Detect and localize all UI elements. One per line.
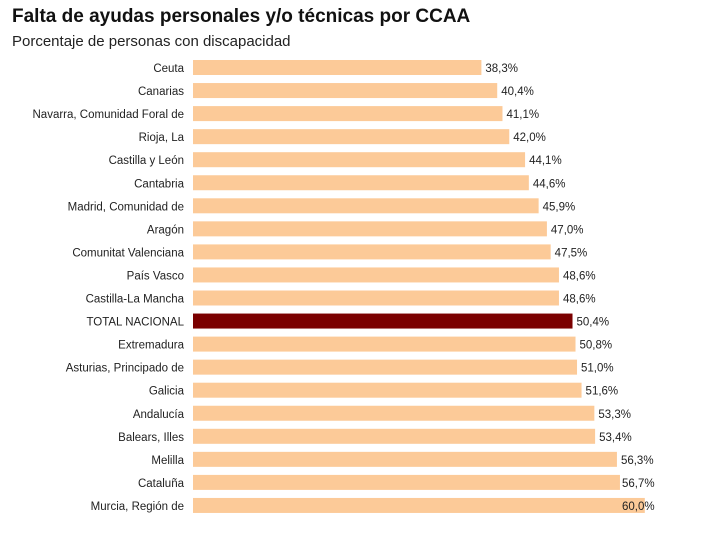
value-label: 56,7% [622, 478, 655, 490]
category-label: Castilla y León [109, 155, 184, 167]
value-label: 60,0% [622, 501, 655, 513]
bar [193, 336, 576, 352]
category-label: Rioja, La [139, 132, 185, 144]
bar [193, 290, 559, 306]
value-label: 42,0% [513, 132, 546, 144]
category-label: Aragón [147, 224, 184, 236]
bar [193, 244, 551, 260]
value-label: 53,3% [598, 409, 631, 421]
bar [193, 129, 510, 145]
category-label: Canarias [138, 86, 184, 98]
category-label: Balears, Illes [118, 432, 184, 444]
value-label: 53,4% [599, 432, 632, 444]
bar [193, 152, 526, 168]
bar [193, 106, 503, 122]
category-label: Galicia [149, 386, 185, 398]
bar [193, 451, 617, 467]
value-label: 44,6% [533, 178, 566, 190]
value-label: 50,4% [577, 317, 610, 329]
value-label: 51,0% [581, 363, 614, 375]
bar [193, 221, 547, 237]
category-label: Ceuta [153, 63, 184, 75]
category-label: TOTAL NACIONAL [86, 317, 184, 329]
bar [193, 405, 595, 421]
category-label: Asturias, Principado de [66, 363, 184, 375]
category-label: Madrid, Comunidad de [68, 201, 184, 213]
bar [193, 60, 482, 75]
bar [193, 175, 529, 191]
value-label: 48,6% [563, 294, 596, 306]
value-label: 41,1% [506, 109, 539, 121]
bar [193, 83, 498, 99]
category-label: Cantabria [134, 178, 184, 190]
value-label: 50,8% [580, 340, 613, 352]
value-label: 40,4% [501, 86, 534, 98]
value-label: 51,6% [586, 386, 619, 398]
chart-title: Falta de ayudas personales y/o técnicas … [12, 6, 471, 27]
bar [193, 497, 645, 513]
value-label: 38,3% [485, 63, 518, 75]
category-label: Melilla [151, 455, 184, 467]
category-label: Castilla-La Mancha [86, 294, 185, 306]
category-label: Andalucía [133, 409, 185, 421]
category-label: Comunitat Valenciana [72, 247, 184, 259]
bar [193, 474, 620, 490]
category-label: Cataluña [138, 478, 185, 490]
bar [193, 428, 596, 444]
bar [193, 313, 573, 329]
bar [193, 359, 578, 375]
value-label: 56,3% [621, 455, 654, 467]
bar [193, 267, 559, 283]
value-label: 47,0% [551, 224, 584, 236]
chart-subtitle: Porcentaje de personas con discapacidad [12, 33, 291, 50]
value-label: 45,9% [543, 201, 576, 213]
value-label: 44,1% [529, 155, 562, 167]
bar [193, 198, 539, 214]
value-label: 48,6% [563, 270, 596, 282]
category-label: Murcia, Región de [91, 501, 184, 513]
category-label: Navarra, Comunidad Foral de [33, 109, 185, 121]
bar [193, 382, 582, 398]
value-label: 47,5% [555, 247, 588, 259]
category-label: Extremadura [118, 340, 184, 352]
category-label: País Vasco [127, 270, 184, 282]
